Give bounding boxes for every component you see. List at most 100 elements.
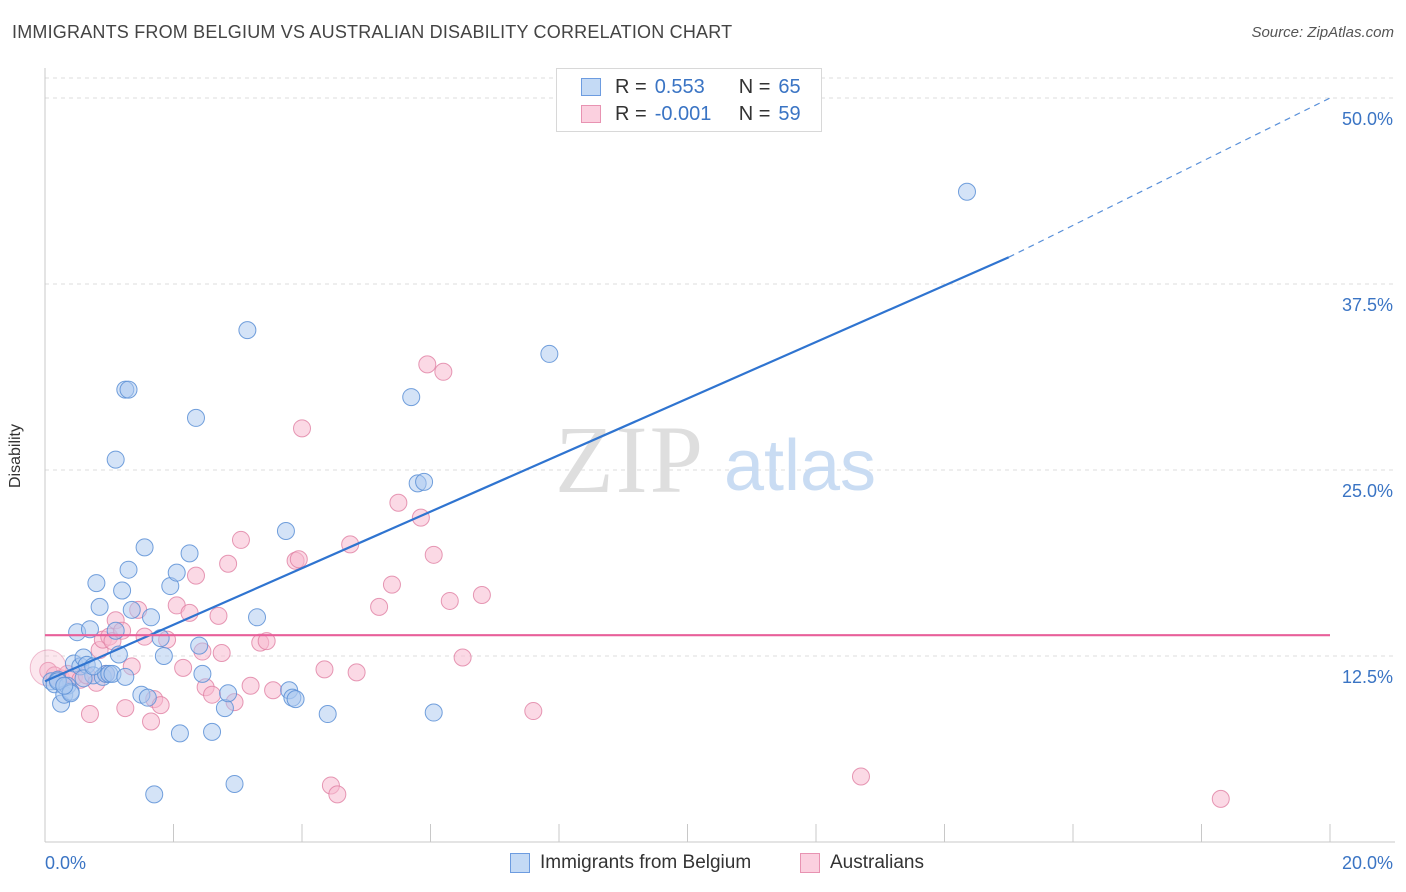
legend-r-value: 0.553 <box>654 75 705 98</box>
legend-n-value: 59 <box>778 102 801 125</box>
legend-label-belgium: Immigrants from Belgium <box>540 852 752 873</box>
data-point-australians <box>257 632 276 651</box>
belgium-points <box>42 182 976 804</box>
data-point-australians <box>241 676 260 695</box>
data-point-belgium <box>145 785 164 804</box>
data-point-belgium <box>90 597 109 616</box>
watermark-atlas: atlas <box>724 426 876 506</box>
data-point-belgium <box>106 450 125 469</box>
data-point-belgium <box>193 664 212 683</box>
data-point-belgium <box>74 669 93 688</box>
tick-labels: 12.5% 25.0% 37.5% 50.0% 0.0% 20.0% <box>45 109 1393 873</box>
data-point-belgium <box>170 724 189 743</box>
data-point-belgium <box>957 182 976 201</box>
data-point-belgium <box>248 608 267 627</box>
data-point-belgium <box>186 408 205 427</box>
watermark: ZIP atlas <box>555 406 876 513</box>
data-point-australians <box>440 591 459 610</box>
legend-item-australians[interactable]: Australians <box>800 852 924 874</box>
data-point-australians <box>418 355 437 374</box>
legend-r-label: R = <box>615 75 647 98</box>
legend-swatch-pink <box>800 853 820 873</box>
data-point-australians <box>1211 789 1230 808</box>
data-point-belgium <box>122 600 141 619</box>
data-point-belgium <box>135 538 154 557</box>
data-point-australians <box>434 362 453 381</box>
legend-row-belgium: R = 0.553 N = 65 <box>581 74 801 100</box>
data-point-belgium <box>138 688 157 707</box>
legend-swatch-blue <box>581 78 601 96</box>
data-point-belgium <box>424 703 443 722</box>
x-tick-label: 0.0% <box>45 853 86 873</box>
data-point-australians <box>231 530 250 549</box>
data-point-belgium <box>119 380 138 399</box>
data-point-australians <box>382 575 401 594</box>
data-point-belgium <box>116 667 135 686</box>
chart-title: IMMIGRANTS FROM BELGIUM VS AUSTRALIAN DI… <box>12 22 733 42</box>
data-point-belgium <box>87 574 106 593</box>
data-point-belgium <box>225 774 244 793</box>
data-point-belgium <box>238 321 257 340</box>
legend-r-value: -0.001 <box>654 102 712 125</box>
data-point-belgium <box>402 388 421 407</box>
data-point-australians <box>264 681 283 700</box>
data-point-australians <box>116 699 135 718</box>
data-point-belgium <box>80 620 99 639</box>
data-point-belgium <box>55 676 74 695</box>
data-point-belgium <box>540 344 559 363</box>
data-point-australians <box>80 705 99 724</box>
series-legend: Immigrants from Belgium Australians <box>0 852 1406 878</box>
legend-item-belgium[interactable]: Immigrants from Belgium <box>510 852 751 874</box>
data-point-belgium <box>318 705 337 724</box>
data-point-belgium <box>190 636 209 655</box>
data-point-australians <box>186 566 205 585</box>
data-point-belgium <box>167 563 186 582</box>
y-tick-label: 25.0% <box>1342 481 1393 501</box>
data-point-australians <box>851 767 870 786</box>
data-point-australians <box>289 550 308 569</box>
data-point-australians <box>212 644 231 663</box>
legend-row-australians: R = -0.001 N = 59 <box>581 101 801 127</box>
data-point-belgium <box>203 722 222 741</box>
legend-label-australians: Australians <box>830 852 924 873</box>
data-point-australians <box>370 597 389 616</box>
data-point-australians <box>472 585 491 604</box>
data-point-australians <box>389 493 408 512</box>
data-point-australians <box>203 685 222 704</box>
data-point-belgium <box>113 581 132 600</box>
data-point-australians <box>524 702 543 721</box>
data-point-belgium <box>219 684 238 703</box>
data-point-belgium <box>119 560 138 579</box>
trend-lines <box>44 97 1331 683</box>
data-point-belgium <box>215 699 234 718</box>
data-point-belgium <box>276 522 295 541</box>
legend-n-label: N = <box>738 75 771 98</box>
source-label: Source: ZipAtlas.com <box>1251 24 1394 41</box>
data-point-belgium <box>415 472 434 491</box>
data-point-australians <box>347 663 366 682</box>
data-point-belgium <box>154 647 173 665</box>
data-point-belgium <box>106 621 125 640</box>
data-point-australians <box>453 648 472 667</box>
y-tick-label: 37.5% <box>1342 295 1393 315</box>
data-point-australians <box>219 554 238 573</box>
data-point-australians <box>328 785 347 804</box>
data-point-australians <box>293 419 311 438</box>
correlation-legend: R = 0.553 N = 65 R = -0.001 N = 59 <box>556 68 822 132</box>
legend-r-label: R = <box>615 102 647 125</box>
data-point-australians <box>174 658 193 677</box>
x-tick-label: 20.0% <box>1342 853 1393 873</box>
data-point-australians <box>209 606 228 625</box>
data-point-belgium <box>286 690 305 709</box>
y-tick-label: 50.0% <box>1342 109 1393 129</box>
legend-n-value: 65 <box>778 75 801 98</box>
y-tick-label: 12.5% <box>1342 667 1393 687</box>
watermark-zip: ZIP <box>555 406 705 513</box>
data-point-australians <box>142 712 161 731</box>
legend-n-label: N = <box>738 102 771 125</box>
data-point-belgium <box>180 544 199 563</box>
data-point-australians <box>315 660 334 679</box>
axes <box>44 68 1395 843</box>
data-point-belgium <box>142 608 161 627</box>
